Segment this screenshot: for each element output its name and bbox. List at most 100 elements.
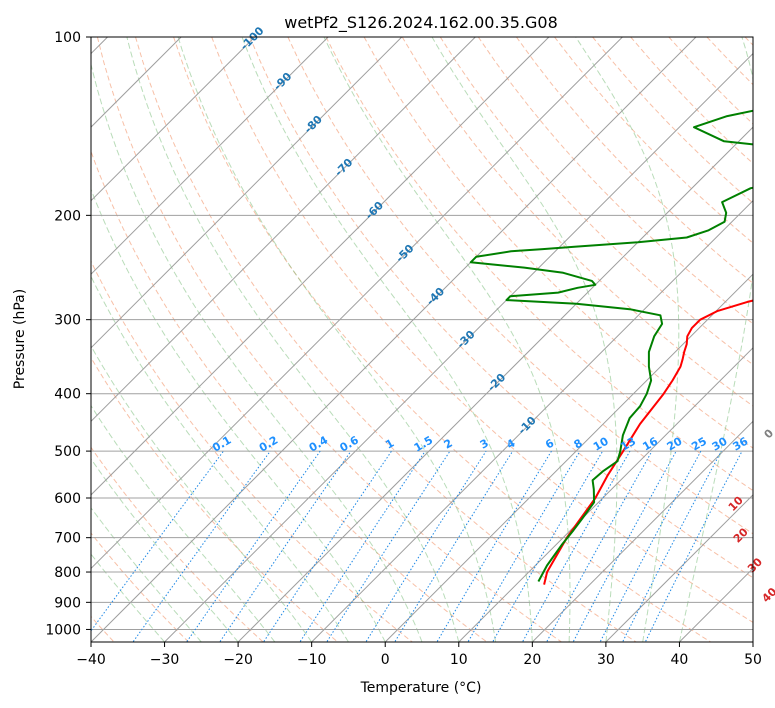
y-tick-label: 900 xyxy=(54,595,81,611)
isotherm xyxy=(531,420,753,642)
isotherm-label: -40 xyxy=(424,285,447,308)
y-tick-label: 600 xyxy=(54,491,81,507)
isotherm xyxy=(458,347,753,642)
moist-adiabat xyxy=(91,345,313,642)
y-tick-label: 400 xyxy=(54,387,81,403)
mixing-ratio-line xyxy=(467,450,581,642)
moist-adiabat xyxy=(91,275,349,642)
moist-adiabat xyxy=(91,457,239,642)
moist-adiabat xyxy=(91,188,386,642)
dry-adiabat xyxy=(325,37,753,492)
y-tick-label: 100 xyxy=(54,30,81,46)
y-tick-label: 1000 xyxy=(45,622,81,638)
x-tick-label: 50 xyxy=(744,652,762,668)
moist-adiabat xyxy=(91,507,202,642)
moist-adiabat xyxy=(241,37,533,642)
x-tick-label: 30 xyxy=(597,652,615,668)
moist-adiabat xyxy=(91,553,165,642)
isotherm xyxy=(237,126,753,642)
isotherm xyxy=(164,52,753,642)
profile-lines xyxy=(469,109,753,585)
x-tick-label: 10 xyxy=(450,652,468,668)
mixing-ratio-line xyxy=(622,450,722,642)
mixing-ratio-line xyxy=(572,450,677,642)
isotherm-label: -70 xyxy=(332,156,355,179)
x-axis: −40 −30 −20 −10 0 10 20 30 40 50 xyxy=(76,642,762,668)
dry-adiabat xyxy=(173,37,712,642)
mixing-ratio-line xyxy=(219,450,352,642)
isotherm xyxy=(91,37,329,275)
mixing-ratio-line xyxy=(436,450,552,642)
isotherm-label: -30 xyxy=(454,328,477,351)
isotherm xyxy=(752,641,753,642)
mixing-ratio-line xyxy=(644,450,743,642)
x-tick-label: 40 xyxy=(671,652,689,668)
isotherm-label: -80 xyxy=(302,113,325,136)
dry-adiabat xyxy=(91,532,190,642)
mixing-ratio-line xyxy=(299,450,426,642)
dry-adiabat xyxy=(91,356,339,642)
isotherm xyxy=(91,37,256,202)
background-lines xyxy=(91,37,753,642)
isotherm xyxy=(91,37,476,423)
x-tick-label: −30 xyxy=(150,652,180,668)
isotherm-label: -50 xyxy=(393,242,416,265)
moist-adiabat xyxy=(91,62,423,642)
isotherm xyxy=(384,273,753,642)
plot-frame xyxy=(90,36,754,643)
mixing-ratio-lines xyxy=(91,450,743,642)
y-axis: 100 200 300 400 500 600 700 800 900 1000 xyxy=(45,30,91,638)
isotherm xyxy=(91,37,403,349)
temperature-line xyxy=(543,299,753,585)
dry-adiabat xyxy=(477,37,753,325)
dry-adiabat-label: 10 xyxy=(726,494,746,514)
moist-adiabat xyxy=(126,37,460,642)
dry-adiabat xyxy=(211,37,753,623)
chart-title: wetPf2_S126.2024.162.00.35.G08 xyxy=(284,13,558,33)
dry-adiabat xyxy=(592,37,753,204)
isotherm xyxy=(91,37,550,496)
dry-adiabat xyxy=(554,37,753,244)
mixing-ratio-label: 1 xyxy=(383,437,396,452)
mixing-ratio-label: 4 xyxy=(504,436,517,451)
moist-adiabat xyxy=(431,37,618,642)
moist-adiabat xyxy=(177,37,497,642)
dry-adiabat-label: 20 xyxy=(731,525,751,545)
mixing-ratio-line xyxy=(326,450,451,642)
dry-adiabat xyxy=(744,37,753,46)
dry-adiabat xyxy=(91,446,264,642)
mixing-ratio-line xyxy=(394,450,514,642)
y-tick-label: 200 xyxy=(54,208,81,224)
x-tick-label: −40 xyxy=(76,652,106,668)
dry-adiabat-label: 0 xyxy=(762,426,775,441)
mixing-ratio-line xyxy=(262,450,392,642)
isotherm xyxy=(311,199,753,642)
x-tick-label: −10 xyxy=(297,652,327,668)
dewpoint-line xyxy=(469,109,753,582)
moist-adiabat xyxy=(678,37,753,642)
moist-adiabat xyxy=(575,37,680,642)
x-tick-label: 0 xyxy=(381,652,390,668)
moist-adiabat xyxy=(323,37,571,642)
mixing-ratio-line xyxy=(492,450,604,642)
y-tick-label: 500 xyxy=(54,444,81,460)
dry-adiabat xyxy=(706,37,753,86)
isotherm-label: -90 xyxy=(271,70,294,93)
y-tick-label: 300 xyxy=(54,313,81,329)
grid-lines xyxy=(91,37,753,642)
dry-adiabat xyxy=(249,37,753,579)
mixing-ratio-line xyxy=(599,450,702,642)
y-tick-label: 700 xyxy=(54,531,81,547)
dry-adiabat xyxy=(91,260,414,642)
dry-adiabat xyxy=(135,37,638,642)
moist-adiabat xyxy=(91,404,276,642)
dry-adiabat xyxy=(91,149,488,642)
mixing-ratio-line xyxy=(365,450,487,642)
dry-adiabat xyxy=(287,37,753,535)
y-axis-label: Pressure (hPa) xyxy=(12,289,28,389)
x-tick-label: 20 xyxy=(523,652,541,668)
mixing-ratio-line xyxy=(91,450,224,632)
dry-adiabat-label: 40 xyxy=(759,585,775,605)
isotherm xyxy=(91,37,623,570)
